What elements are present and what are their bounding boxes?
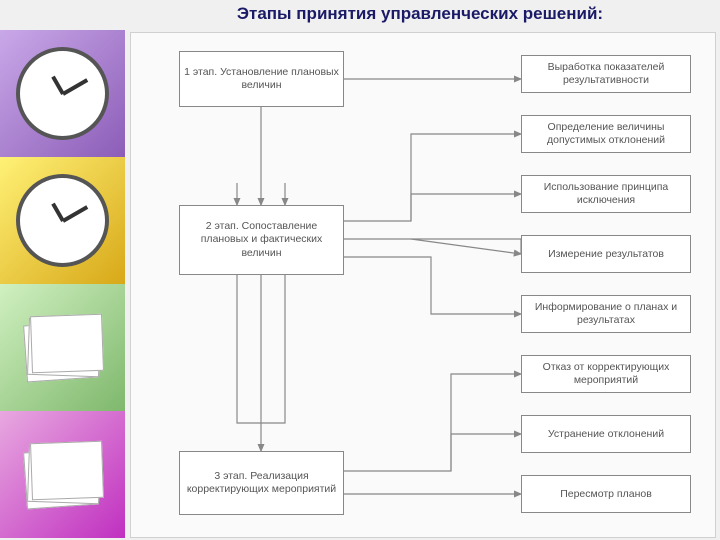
result-box: Устранение отклонений [521,415,691,453]
result-box: Использование принципа исключения [521,175,691,213]
paper-stack-icon [23,315,103,380]
result-box: Пересмотр планов [521,475,691,513]
flowchart-diagram: 1 этап. Установление плановых величин 2 э… [130,32,716,538]
decorative-image-column [0,30,125,538]
result-box: Определение величины допустимых отклонен… [521,115,691,153]
tile-clock-purple [0,30,125,157]
tile-papers-green [0,284,125,411]
clock-icon [16,174,109,267]
stage-box: 3 этап. Реализация корректирующих меропр… [179,451,344,515]
clock-icon [16,47,109,140]
page-title: Этапы принятия управленческих решений: [130,4,710,24]
tile-clock-yellow [0,157,125,284]
stage-box: 1 этап. Установление плановых величин [179,51,344,107]
result-box: Информирование о планах и результатах [521,295,691,333]
paper-stack-icon [23,442,103,507]
result-box: Отказ от корректирующих мероприятий [521,355,691,393]
stage-box: 2 этап. Сопоставление плановых и фактиче… [179,205,344,275]
tile-papers-magenta [0,411,125,538]
result-box: Измерение результатов [521,235,691,273]
result-box: Выработка показателей результативности [521,55,691,93]
